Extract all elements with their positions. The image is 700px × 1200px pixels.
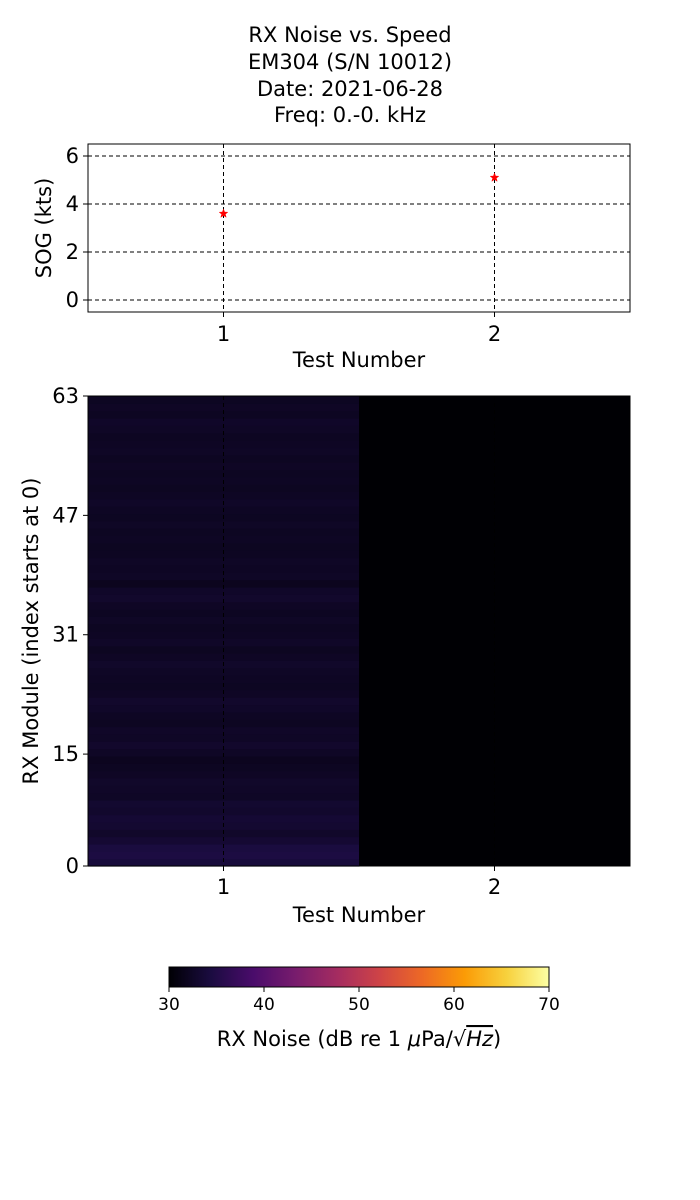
heatmap-cell-test1 [88, 557, 360, 566]
heatmap-cell-test1 [88, 425, 360, 434]
title-line-3: Date: 2021-06-28 [257, 77, 443, 101]
colorbar-ticks: 30 40 50 60 70 [158, 987, 560, 1015]
sog-y-tick-label: 4 [66, 192, 79, 216]
sog-y-ticks: 0 2 4 6 [66, 144, 88, 312]
heatmap-y-ticks: 0 15 31 47 63 [52, 384, 88, 878]
sog-point [218, 208, 229, 218]
heatmap-x-tick-label: 2 [488, 875, 501, 899]
heatmap-y-tick-label: 0 [66, 854, 79, 878]
heatmap-cell-test1 [88, 851, 360, 860]
sog-plot-frame [87, 143, 631, 313]
sog-x-axis-label: Test Number [292, 348, 426, 372]
heatmap-cell-test1 [88, 572, 360, 581]
sog-gridlines [88, 144, 630, 312]
heatmap-cell-test1 [88, 726, 360, 735]
sog-x-tick-label: 2 [488, 322, 501, 346]
colorbar-label-prefix: RX Noise (dB re 1 [217, 1027, 408, 1051]
heatmap-cell-test1 [88, 711, 360, 720]
heatmap-cell-test1 [88, 410, 360, 419]
heatmap-frame [87, 395, 631, 867]
heatmap-x-tick-label: 1 [217, 875, 230, 899]
heatmap-cell-test1 [88, 733, 360, 742]
colorbar-tick-label: 40 [253, 995, 275, 1015]
heatmap-cell-test1 [88, 432, 360, 441]
heatmap-cell-test1 [88, 704, 360, 713]
heatmap-cell-test1 [88, 748, 360, 757]
colorbar-label-hz: Hz [466, 1027, 494, 1051]
colorbar-label-pa: Pa/ [421, 1027, 454, 1051]
heatmap-cell-test1 [88, 741, 360, 750]
heatmap-cell-test1 [88, 601, 360, 610]
colorbar-gradient [168, 966, 550, 988]
colorbar: 30 40 50 60 70 RX Noise (dB re 1 μPa/√Hz) [158, 966, 560, 1051]
heatmap-y-tick-label: 47 [52, 503, 79, 527]
heatmap-x-axis-label: Test Number [292, 903, 426, 927]
sog-y-tick-label: 6 [66, 144, 79, 168]
heatmap-cell-test1 [88, 440, 360, 449]
figure-title: RX Noise vs. Speed EM304 (S/N 10012) Dat… [248, 23, 452, 127]
heatmap-cell-test1 [88, 755, 360, 764]
heatmap-cell-test1 [88, 564, 360, 573]
heatmap-cell-test1 [88, 586, 360, 595]
colorbar-tick-label: 60 [443, 995, 465, 1015]
heatmap-y-tick-label: 15 [52, 742, 79, 766]
colorbar-label-suffix: ) [493, 1027, 501, 1051]
heatmap-cell-test1 [88, 719, 360, 728]
sog-points [218, 172, 500, 218]
heatmap-cell-test1 [88, 858, 360, 867]
sog-y-axis-label: SOG (kts) [32, 178, 56, 279]
colorbar-label-sqrt: √ [453, 1027, 467, 1051]
heatmap-cell-test1 [88, 418, 360, 426]
sog-point [489, 172, 500, 182]
sog-plot-background [88, 144, 630, 312]
heatmap-cell-test1 [88, 579, 360, 588]
heatmap-cell-test1 [88, 697, 360, 706]
heatmap-cell-test1 [88, 447, 360, 456]
title-line-2: EM304 (S/N 10012) [248, 50, 452, 74]
colorbar-tick-label: 70 [538, 995, 560, 1015]
title-line-4: Freq: 0.-0. kHz [274, 103, 426, 127]
heatmap-y-axis-label: RX Module (index starts at 0) [19, 478, 43, 785]
heatmap-cell-test1 [88, 594, 360, 603]
heatmap-cell-test1 [88, 608, 360, 617]
colorbar-label: RX Noise (dB re 1 μPa/√Hz) [217, 1027, 501, 1051]
heatmap-cell-test1 [88, 403, 360, 412]
sog-x-tick-label: 1 [217, 322, 230, 346]
heatmap-cells [88, 396, 630, 867]
heatmap-y-tick-label: 31 [52, 623, 79, 647]
colorbar-label-mu: μ [407, 1027, 421, 1051]
heatmap-cell-test1 [88, 454, 360, 463]
heatmap-cell-test1 [88, 550, 360, 559]
heatmap-y-tick-label: 63 [52, 384, 79, 408]
title-line-1: RX Noise vs. Speed [248, 23, 451, 47]
colorbar-tick-label: 50 [348, 995, 370, 1015]
sog-y-tick-label: 2 [66, 240, 79, 264]
sog-y-tick-label: 0 [66, 288, 79, 312]
colorbar-tick-label: 30 [158, 995, 180, 1015]
